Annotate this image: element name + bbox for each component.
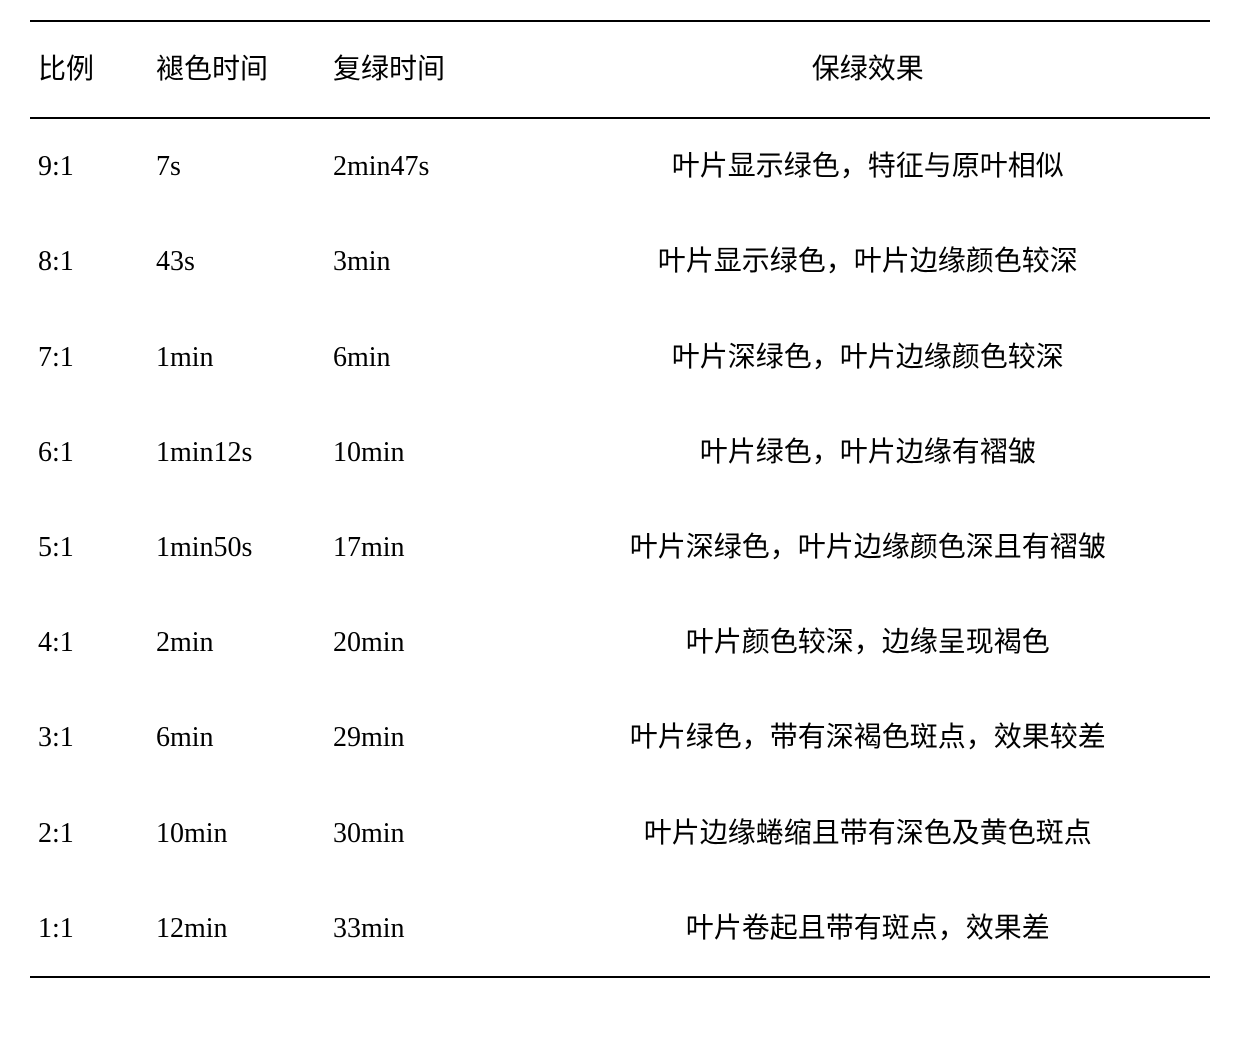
cell-fade-time: 1min50s bbox=[148, 500, 325, 595]
table-row: 8:1 43s 3min 叶片显示绿色，叶片边缘颜色较深 bbox=[30, 214, 1210, 309]
cell-fade-time: 10min bbox=[148, 786, 325, 881]
cell-regreen-time: 6min bbox=[325, 310, 526, 405]
cell-regreen-time: 2min47s bbox=[325, 118, 526, 214]
cell-ratio: 1:1 bbox=[30, 881, 148, 977]
cell-effect: 叶片边缘蜷缩且带有深色及黄色斑点 bbox=[526, 786, 1210, 881]
header-fade-time: 褪色时间 bbox=[148, 21, 325, 118]
cell-effect: 叶片深绿色，叶片边缘颜色较深 bbox=[526, 310, 1210, 405]
cell-effect: 叶片绿色，带有深褐色斑点，效果较差 bbox=[526, 690, 1210, 785]
cell-regreen-time: 17min bbox=[325, 500, 526, 595]
cell-regreen-time: 10min bbox=[325, 405, 526, 500]
table-row: 3:1 6min 29min 叶片绿色，带有深褐色斑点，效果较差 bbox=[30, 690, 1210, 785]
table-row: 1:1 12min 33min 叶片卷起且带有斑点，效果差 bbox=[30, 881, 1210, 977]
table-row: 4:1 2min 20min 叶片颜色较深，边缘呈现褐色 bbox=[30, 595, 1210, 690]
cell-regreen-time: 20min bbox=[325, 595, 526, 690]
cell-effect: 叶片显示绿色，特征与原叶相似 bbox=[526, 118, 1210, 214]
header-effect: 保绿效果 bbox=[526, 21, 1210, 118]
cell-effect: 叶片显示绿色，叶片边缘颜色较深 bbox=[526, 214, 1210, 309]
cell-fade-time: 43s bbox=[148, 214, 325, 309]
cell-ratio: 3:1 bbox=[30, 690, 148, 785]
cell-fade-time: 1min bbox=[148, 310, 325, 405]
cell-ratio: 2:1 bbox=[30, 786, 148, 881]
cell-fade-time: 6min bbox=[148, 690, 325, 785]
cell-effect: 叶片颜色较深，边缘呈现褐色 bbox=[526, 595, 1210, 690]
cell-fade-time: 1min12s bbox=[148, 405, 325, 500]
header-ratio: 比例 bbox=[30, 21, 148, 118]
cell-fade-time: 7s bbox=[148, 118, 325, 214]
cell-effect: 叶片深绿色，叶片边缘颜色深且有褶皱 bbox=[526, 500, 1210, 595]
table-header-row: 比例 褪色时间 复绿时间 保绿效果 bbox=[30, 21, 1210, 118]
cell-fade-time: 2min bbox=[148, 595, 325, 690]
table-row: 5:1 1min50s 17min 叶片深绿色，叶片边缘颜色深且有褶皱 bbox=[30, 500, 1210, 595]
table-row: 2:1 10min 30min 叶片边缘蜷缩且带有深色及黄色斑点 bbox=[30, 786, 1210, 881]
table-row: 9:1 7s 2min47s 叶片显示绿色，特征与原叶相似 bbox=[30, 118, 1210, 214]
cell-regreen-time: 33min bbox=[325, 881, 526, 977]
cell-ratio: 7:1 bbox=[30, 310, 148, 405]
table-row: 7:1 1min 6min 叶片深绿色，叶片边缘颜色较深 bbox=[30, 310, 1210, 405]
cell-effect: 叶片绿色，叶片边缘有褶皱 bbox=[526, 405, 1210, 500]
data-table: 比例 褪色时间 复绿时间 保绿效果 9:1 7s 2min47s 叶片显示绿色，… bbox=[30, 20, 1210, 978]
cell-ratio: 6:1 bbox=[30, 405, 148, 500]
cell-regreen-time: 29min bbox=[325, 690, 526, 785]
cell-ratio: 5:1 bbox=[30, 500, 148, 595]
cell-ratio: 8:1 bbox=[30, 214, 148, 309]
cell-fade-time: 12min bbox=[148, 881, 325, 977]
cell-ratio: 9:1 bbox=[30, 118, 148, 214]
cell-effect: 叶片卷起且带有斑点，效果差 bbox=[526, 881, 1210, 977]
cell-regreen-time: 30min bbox=[325, 786, 526, 881]
table-row: 6:1 1min12s 10min 叶片绿色，叶片边缘有褶皱 bbox=[30, 405, 1210, 500]
cell-ratio: 4:1 bbox=[30, 595, 148, 690]
header-regreen-time: 复绿时间 bbox=[325, 21, 526, 118]
cell-regreen-time: 3min bbox=[325, 214, 526, 309]
